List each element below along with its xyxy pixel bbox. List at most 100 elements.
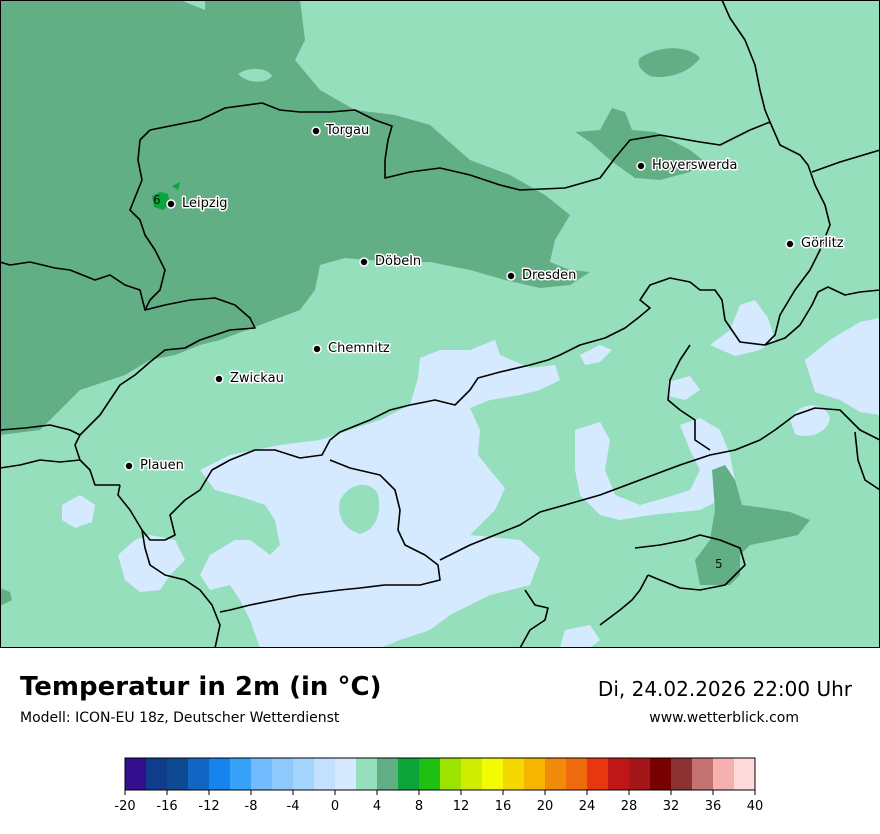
legend-swatch	[167, 758, 189, 790]
band-4-6-northeast	[638, 48, 700, 78]
border-lines	[0, 0, 880, 648]
legend-swatch	[734, 758, 756, 790]
border-inner-south	[599, 574, 649, 626]
band-0-2-west-small	[62, 495, 95, 528]
city-label: Hoyerswerda	[652, 158, 738, 173]
city-label: Leipzig	[182, 196, 228, 211]
legend-tick-label: 0	[331, 799, 339, 814]
legend-swatch	[209, 758, 231, 790]
city-dresden: Dresden	[506, 267, 578, 285]
legend-tick-label: -12	[198, 799, 219, 814]
legend-tick-label: 8	[415, 799, 423, 814]
border-far-east	[764, 286, 880, 346]
legend-colorbar: -20 -16 -12 -8 -4 0 4 8 12 16 20 24 28 32 36 40	[114, 757, 764, 814]
border-czech-south	[854, 431, 880, 491]
city-dot	[312, 344, 322, 354]
band-4-6-west	[0, 0, 590, 435]
legend-swatch	[692, 758, 714, 790]
legend-swatch	[293, 758, 315, 790]
legend-swatch	[188, 758, 210, 790]
forecast-datetime: Di, 24.02.2026 22:00 Uhr	[597, 677, 852, 701]
city-markers: Torgau Hoyerswerda Leipzig Görlitz Döbel…	[124, 122, 845, 475]
contour-label-leipzig: 6	[153, 193, 161, 207]
border-czech-inner	[219, 459, 441, 613]
legend-swatch	[146, 758, 168, 790]
legend-tick-label: 20	[537, 799, 554, 814]
city-dot	[311, 126, 321, 136]
band-0-2-ore-mountains	[200, 340, 560, 648]
border-czech-east	[439, 407, 880, 561]
border-southwest	[0, 459, 81, 469]
legend-tick-label: 28	[621, 799, 638, 814]
page-title: Temperatur in 2m (in °C)	[20, 672, 382, 702]
band-0-2-east-c	[668, 376, 700, 400]
contour-label-southeast: 5	[715, 557, 723, 571]
legend-swatch	[629, 758, 651, 790]
city-label: Zwickau	[230, 371, 284, 386]
legend-swatch	[356, 758, 378, 790]
city-label: Torgau	[325, 123, 369, 138]
city-leipzig: Leipzig	[166, 195, 229, 213]
band-0-2-east-a	[575, 418, 735, 520]
city-dot	[214, 374, 224, 384]
city-label: Chemnitz	[328, 341, 390, 356]
legend-tick-label: 36	[705, 799, 722, 814]
city-dot	[359, 257, 369, 267]
legend-swatch	[503, 758, 525, 790]
legend-swatch	[671, 758, 693, 790]
legend-tick-label: -4	[287, 799, 300, 814]
temperature-legend: -20 -16 -12 -8 -4 0 4 8 12 16 20 24 28 32 36 40	[0, 750, 880, 830]
band-2-4-hole-mountains	[339, 484, 380, 534]
legend-swatch	[482, 758, 504, 790]
legend-tick-label: -20	[114, 799, 135, 814]
band-4-6-southwest-edge	[0, 588, 12, 606]
band-0-2-far-east	[805, 318, 880, 415]
city-dot	[636, 161, 646, 171]
legend-tick-label: 32	[663, 799, 680, 814]
city-chemnitz: Chemnitz	[312, 340, 391, 358]
model-subtitle: Modell: ICON-EU 18z, Deutscher Wetterdie…	[20, 710, 340, 726]
band-4-6-north	[205, 0, 305, 80]
legend-swatch	[377, 758, 399, 790]
band-4-6-hoyerswerda	[575, 108, 705, 180]
city-torgau: Torgau	[311, 122, 371, 140]
legend-swatch	[608, 758, 630, 790]
city-label: Döbeln	[375, 254, 421, 269]
band-6-8-leipzig	[152, 192, 170, 210]
legend-swatch	[251, 758, 273, 790]
border-east	[117, 164, 831, 541]
border-upper-right	[811, 149, 880, 173]
legend-tick-label: 40	[747, 799, 764, 814]
legend-swatch	[650, 758, 672, 790]
temperature-map: Torgau Hoyerswerda Leipzig Görlitz Döbel…	[0, 0, 880, 648]
legend-tick-label: -16	[156, 799, 177, 814]
border-inner-east	[667, 344, 711, 451]
legend-swatch	[545, 758, 567, 790]
city-zwickau: Zwickau	[214, 370, 285, 388]
legend-tick-label: 12	[453, 799, 470, 814]
website-link[interactable]: www.wetterblick.com	[649, 710, 799, 726]
city-label: Görlitz	[801, 236, 844, 251]
band-2-4-pocket	[238, 68, 272, 82]
legend-swatch	[335, 758, 357, 790]
city-dot	[124, 461, 134, 471]
legend-tick-label: 16	[495, 799, 512, 814]
city-doebeln: Döbeln	[359, 253, 423, 271]
border-inner-southeast	[634, 534, 746, 591]
city-hoyerswerda: Hoyerswerda	[636, 157, 739, 175]
band-6-8-leipzig-small	[172, 182, 180, 190]
band-0-2-east-b	[710, 300, 775, 356]
band-0-2-southwest	[118, 535, 185, 592]
legend-swatch	[419, 758, 441, 790]
border-west-lower	[0, 424, 81, 436]
city-goerlitz: Görlitz	[785, 235, 845, 253]
border-west-top	[0, 129, 166, 311]
legend-tick-label: -8	[245, 799, 258, 814]
legend-swatch	[230, 758, 252, 790]
city-label: Plauen	[140, 458, 184, 473]
border-south	[141, 529, 221, 648]
border-south-middle	[519, 589, 549, 648]
band-0-2-east-d	[580, 345, 612, 365]
legend-swatch	[125, 758, 147, 790]
city-plauen: Plauen	[124, 457, 185, 475]
